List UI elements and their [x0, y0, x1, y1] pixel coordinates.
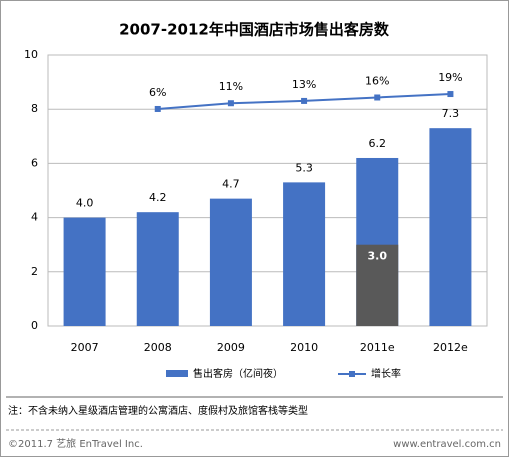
legend-label: 售出客房（亿间夜） [193, 367, 283, 380]
line-marker [301, 97, 308, 104]
legend-swatch [166, 370, 188, 377]
bar-inset [356, 244, 399, 326]
y-tick-label: 2 [31, 265, 38, 278]
data-label: 4.2 [149, 191, 167, 204]
data-label: 5.3 [295, 161, 313, 174]
y-tick-label: 0 [31, 319, 38, 332]
bar [136, 212, 179, 326]
y-tick-label: 4 [31, 211, 38, 224]
bar [429, 128, 472, 326]
x-tick-label: 2008 [144, 341, 172, 354]
bar [63, 217, 106, 326]
legend-swatch [349, 371, 355, 377]
data-label: 19% [438, 71, 462, 84]
data-label: 6.2 [369, 137, 387, 150]
x-tick-label: 2010 [290, 341, 318, 354]
line-marker [374, 94, 381, 101]
x-tick-label: 2009 [217, 341, 245, 354]
data-label: 7.3 [442, 107, 460, 120]
x-tick-label: 2011e [360, 341, 395, 354]
line-marker [447, 91, 454, 98]
note: 注：不含未纳入星级酒店管理的公寓酒店、度假村及旅馆客栈等类型 [8, 404, 308, 417]
line-marker [154, 105, 161, 112]
data-label: 4.7 [222, 178, 240, 191]
x-tick-label: 2012e [433, 341, 468, 354]
data-label: 13% [292, 78, 316, 91]
legend-label: 增长率 [371, 367, 401, 380]
y-tick-label: 6 [31, 156, 38, 169]
bar [283, 182, 326, 326]
chart-title: 2007-2012年中国酒店市场售出客房数 [119, 21, 390, 39]
footer-left: ©2011.7 艺旅 EnTravel Inc. [8, 437, 143, 450]
data-label: 16% [365, 74, 389, 87]
data-label: 11% [219, 80, 243, 93]
data-label: 3.0 [368, 250, 388, 263]
y-tick-label: 10 [24, 48, 38, 61]
x-tick-label: 2007 [71, 341, 99, 354]
y-tick-label: 8 [31, 102, 38, 115]
data-label: 6% [149, 86, 166, 99]
footer-right: www.entravel.com.cn [393, 439, 501, 450]
line-marker [227, 100, 234, 107]
bar [209, 198, 252, 326]
data-label: 4.0 [76, 197, 94, 210]
